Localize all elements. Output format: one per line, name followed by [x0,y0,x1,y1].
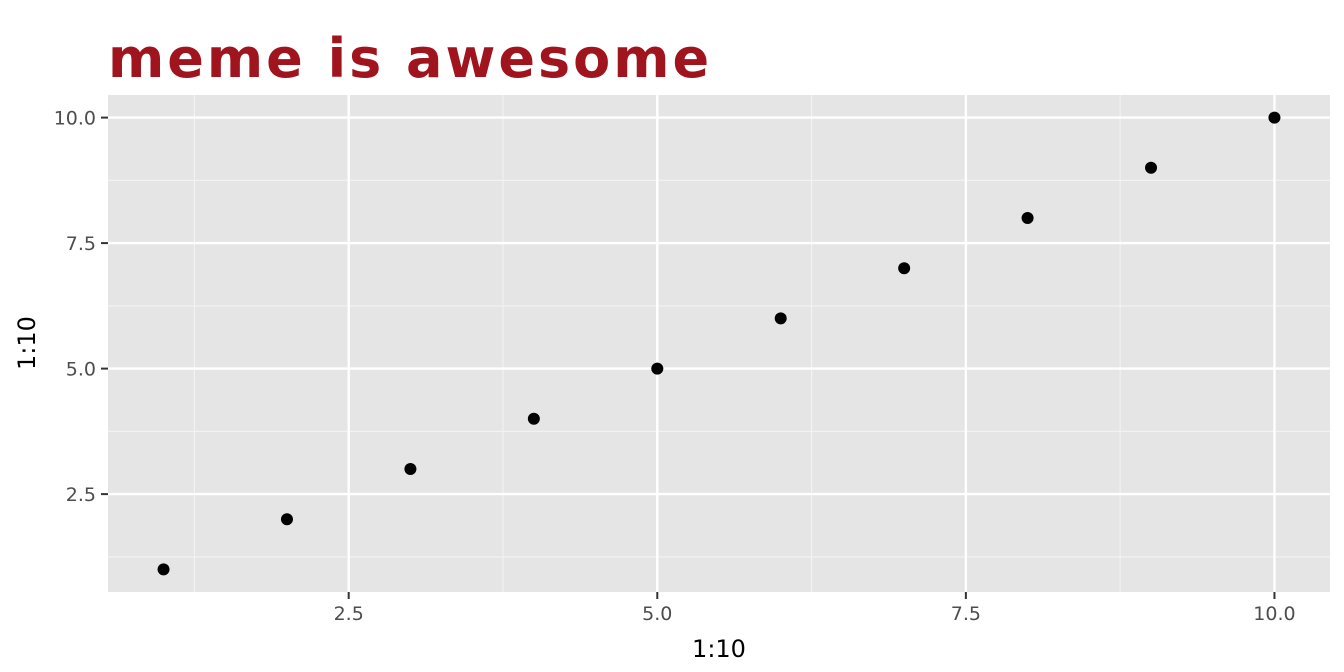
y-tick-label: 10.0 [54,108,96,130]
data-point [1268,111,1281,124]
data-point [527,412,540,425]
data-point [898,262,911,275]
data-point [1145,161,1158,174]
chart-title: meme is awesome [108,27,712,90]
x-tick-label: 2.5 [334,603,364,625]
x-axis: 2.5 5.0 7.5 10.0 [334,592,1296,625]
data-point [157,563,170,576]
y-tick-label: 7.5 [66,233,96,255]
grid-major [108,95,1330,592]
data-points [157,111,1281,576]
plot-panel [108,95,1330,592]
y-axis: 2.5 5.0 7.5 10.0 [54,108,108,506]
data-point [280,513,293,526]
data-point [774,312,787,325]
x-tick-label: 7.5 [951,603,981,625]
x-tick-label: 5.0 [642,603,672,625]
y-axis-title: 1:10 [13,316,41,370]
x-axis-title: 1:10 [692,635,746,663]
data-point [1021,211,1034,224]
grid-minor [108,95,1330,592]
data-point [651,362,664,375]
y-tick-label: 5.0 [66,359,96,381]
x-tick-label: 10.0 [1253,603,1295,625]
data-point [404,463,417,476]
y-tick-label: 2.5 [66,484,96,506]
